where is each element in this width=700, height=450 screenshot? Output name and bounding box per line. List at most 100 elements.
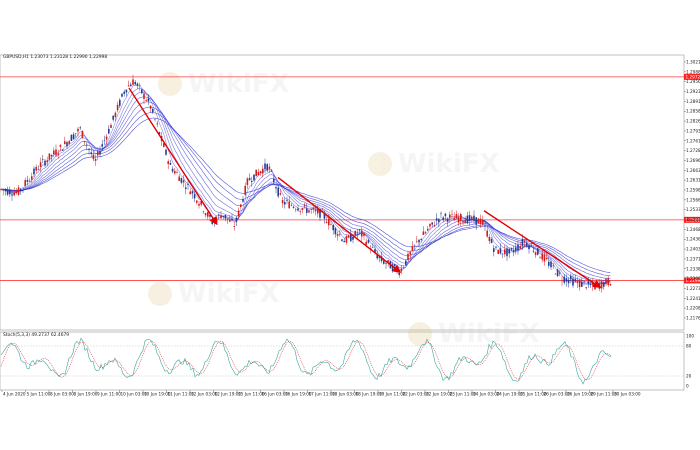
price-axis-label: 1.24035: [686, 247, 700, 252]
candle-body: [321, 209, 323, 211]
time-axis-label: 16 Jun 19:00: [285, 392, 312, 397]
candle-body: [6, 189, 9, 195]
candle-body: [94, 159, 97, 161]
candle-body: [552, 265, 554, 267]
candle-body: [90, 152, 92, 154]
candle-body: [242, 199, 244, 202]
candle-body: [235, 217, 238, 222]
candle-body: [587, 280, 590, 284]
candle-body: [79, 127, 81, 129]
candle-body: [499, 248, 502, 254]
candle-body: [484, 225, 486, 226]
candle-body: [444, 213, 447, 217]
candle-body: [347, 235, 350, 238]
candle-body: [352, 236, 354, 240]
time-axis-label: 12 Jun 03:00: [191, 392, 218, 397]
time-axis-label: 11 Jun 11:00: [168, 392, 195, 397]
candle-body: [163, 143, 165, 147]
time-axis-label: 25 Jun 11:00: [520, 392, 547, 397]
candle-body: [83, 140, 86, 143]
candle-body: [185, 187, 187, 189]
trend-arrow: [277, 176, 402, 274]
time-axis-label: 26 Jun 03:00: [544, 392, 571, 397]
price-axis-label: 1.22410: [686, 296, 700, 301]
candle-body: [70, 134, 73, 141]
candle-body: [497, 249, 499, 254]
price-axis-label: 1.23060: [686, 276, 700, 281]
candle-body: [363, 233, 365, 236]
price-axis-label: 1.29885: [686, 69, 700, 74]
candle-body: [508, 248, 510, 254]
level-badge: [684, 216, 700, 223]
main-chart-panel[interactable]: [0, 54, 685, 331]
candle-body: [44, 160, 46, 166]
candle-body: [317, 209, 319, 214]
candle-body: [442, 217, 444, 220]
candle-body: [427, 228, 429, 231]
candle-body: [116, 104, 119, 111]
candle-body: [482, 219, 484, 225]
candle-body: [303, 204, 306, 206]
trend-arrow: [128, 87, 218, 226]
candle-body: [541, 253, 543, 260]
candle-body: [376, 254, 378, 259]
candle-body: [407, 253, 409, 260]
candle-body: [462, 221, 464, 223]
watermark-logo: [368, 152, 392, 176]
stochastic-panel[interactable]: [0, 331, 685, 391]
candle-body: [154, 119, 156, 120]
candle-body: [440, 213, 442, 214]
price-axis-label: 1.24360: [686, 237, 700, 242]
candle-body: [35, 166, 37, 171]
candle-body: [187, 183, 189, 185]
candle-body: [209, 214, 211, 217]
candle-body: [220, 215, 222, 219]
candle-body: [330, 224, 332, 225]
level-badge-label: 1.29720: [686, 74, 700, 79]
candle-body: [515, 247, 517, 251]
candle-body: [345, 236, 348, 243]
candle-body: [101, 144, 103, 147]
candle-body: [495, 246, 497, 248]
watermark-text: WikiFX: [398, 149, 500, 179]
price-axis-label: 1.25660: [686, 197, 700, 202]
candle-body: [409, 252, 411, 255]
candle-body: [17, 187, 20, 195]
price-axis-label: 1.29235: [686, 89, 700, 94]
candle-body: [609, 283, 612, 286]
candle-body: [15, 191, 18, 194]
candle-body: [301, 208, 304, 210]
candle-body: [13, 192, 15, 196]
candle-body: [171, 168, 174, 172]
candle-body: [545, 257, 548, 260]
time-axis: 4 Jun 2020 5 Jun 11:00 8 Jun 03:00 8 Jun 19…: [1, 390, 641, 397]
ema-line: [1, 112, 611, 277]
candle-body: [28, 180, 31, 182]
candle-body: [506, 248, 508, 257]
candle-body: [292, 206, 295, 208]
candle-body: [264, 163, 266, 170]
time-axis-label: 10 Jun 03:00: [121, 392, 148, 397]
candle-body: [306, 208, 308, 213]
candle-body: [270, 170, 273, 172]
candle-body: [603, 282, 605, 287]
price-axis-label: 1.25010: [686, 217, 700, 222]
candle-body: [570, 276, 572, 280]
candle-body: [136, 83, 139, 86]
candle-body: [424, 232, 427, 234]
time-axis-label: 19 Jun 11:00: [379, 392, 406, 397]
candle-body: [53, 150, 55, 155]
candle-body: [257, 171, 260, 176]
candle-body: [246, 178, 249, 185]
candle-body: [11, 194, 13, 196]
price-axis: 1.30210 1.29885 1.29560 1.29235 1.28910 1.285…: [684, 60, 700, 321]
time-axis-label: 23 Jun 11:00: [450, 392, 477, 397]
price-axis-label: 1.27935: [686, 128, 700, 133]
price-axis-label: 1.22735: [686, 286, 700, 291]
time-axis-label: 18 Jun 03:00: [332, 392, 359, 397]
price-axis-label: 1.26960: [686, 158, 700, 163]
candle-body: [394, 264, 396, 266]
price-axis-label: 1.30210: [686, 60, 700, 65]
